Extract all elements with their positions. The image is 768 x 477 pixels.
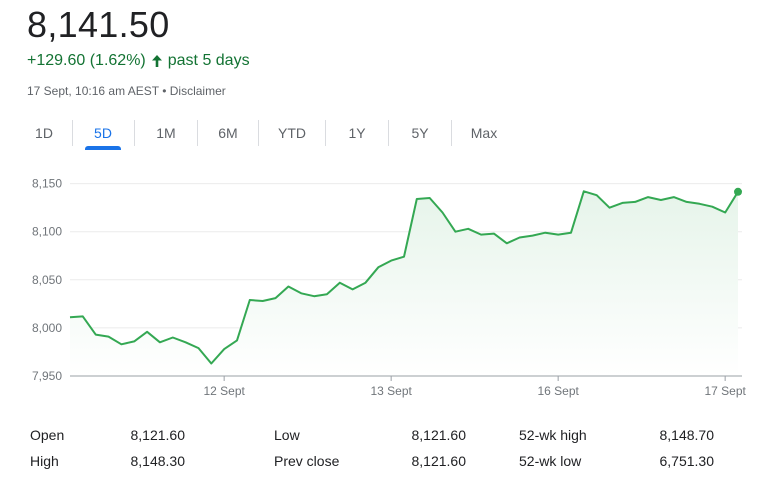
- stat-52wk-high-value: 8,148.70: [659, 427, 715, 443]
- tab-5d[interactable]: 5D: [85, 116, 121, 150]
- tab-divider: [134, 120, 135, 146]
- tab-6m[interactable]: 6M: [218, 125, 238, 141]
- y-tick-label: 8,050: [32, 273, 62, 287]
- disclaimer-link[interactable]: Disclaimer: [169, 84, 226, 98]
- stat-52wk-low-label: 52-wk low: [519, 453, 582, 469]
- stat-high-value: 8,148.30: [130, 453, 186, 469]
- stat-52wk-high-label: 52-wk high: [519, 427, 587, 443]
- x-tick-label: 16 Sept: [537, 384, 579, 398]
- current-price: 8,141.50: [27, 4, 170, 45]
- x-tick-label: 12 Sept: [203, 384, 245, 398]
- y-tick-label: 8,000: [32, 321, 62, 335]
- x-tick-label: 13 Sept: [370, 384, 412, 398]
- range-tabs: 1D 5D 1M 6M YTD 1Y 5Y Max: [16, 116, 516, 150]
- stat-52wk-low-value: 6,751.30: [659, 453, 715, 469]
- tab-divider: [388, 120, 389, 146]
- tab-1m[interactable]: 1M: [156, 125, 176, 141]
- timestamp: 17 Sept, 10:16 am AEST: [27, 84, 159, 98]
- price-line: [69, 190, 739, 365]
- tab-1y[interactable]: 1Y: [348, 125, 366, 141]
- price-change: +129.60 (1.62%): [27, 52, 146, 69]
- stat-high-label: High: [30, 453, 59, 469]
- current-price-dot: [734, 187, 742, 196]
- tab-divider: [197, 120, 198, 146]
- stat-open-value: 8,121.60: [130, 427, 186, 443]
- tab-ytd[interactable]: YTD: [278, 125, 306, 141]
- stat-open-label: Open: [30, 427, 65, 443]
- price-chart[interactable]: 7,950 8,000 8,050 8,100 8,150 12 Sept 13 Sept 1…: [0, 170, 768, 410]
- tab-divider: [72, 120, 73, 146]
- tab-5y[interactable]: 5Y: [411, 125, 429, 141]
- tab-1d[interactable]: 1D: [35, 125, 53, 141]
- separator-dot: •: [158, 84, 170, 98]
- tab-max[interactable]: Max: [470, 125, 498, 141]
- change-period: past 5 days: [167, 52, 250, 69]
- stat-prev-close-value: 8,121.60: [411, 453, 467, 469]
- y-tick-label: 7,950: [32, 369, 62, 383]
- tab-divider: [451, 120, 452, 146]
- arrow-up-icon: [151, 55, 162, 67]
- x-tick-label: 17 Sept: [704, 384, 746, 398]
- stat-low-label: Low: [274, 427, 300, 443]
- tab-divider: [325, 120, 326, 146]
- timestamp-row: 17 Sept, 10:16 am AEST • Disclaimer: [27, 84, 226, 98]
- tab-divider: [258, 120, 259, 146]
- area-fill: [70, 191, 738, 376]
- y-tick-label: 8,150: [32, 177, 62, 191]
- price-change-row: +129.60 (1.62%) past 5 days: [27, 52, 250, 70]
- price-chart-svg[interactable]: 7,950 8,000 8,050 8,100 8,150 12 Sept 13 Sept 1…: [0, 170, 768, 410]
- y-tick-label: 8,100: [32, 225, 62, 239]
- stat-low-value: 8,121.60: [411, 427, 467, 443]
- stat-prev-close-label: Prev close: [274, 453, 340, 469]
